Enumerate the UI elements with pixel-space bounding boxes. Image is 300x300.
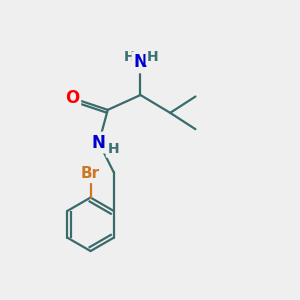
Text: Br: Br <box>81 166 100 181</box>
Text: H: H <box>107 142 119 156</box>
Text: N: N <box>92 134 106 152</box>
Text: O: O <box>65 89 79 107</box>
Text: H: H <box>147 50 159 64</box>
Text: H: H <box>123 50 135 64</box>
Text: N: N <box>134 53 147 71</box>
